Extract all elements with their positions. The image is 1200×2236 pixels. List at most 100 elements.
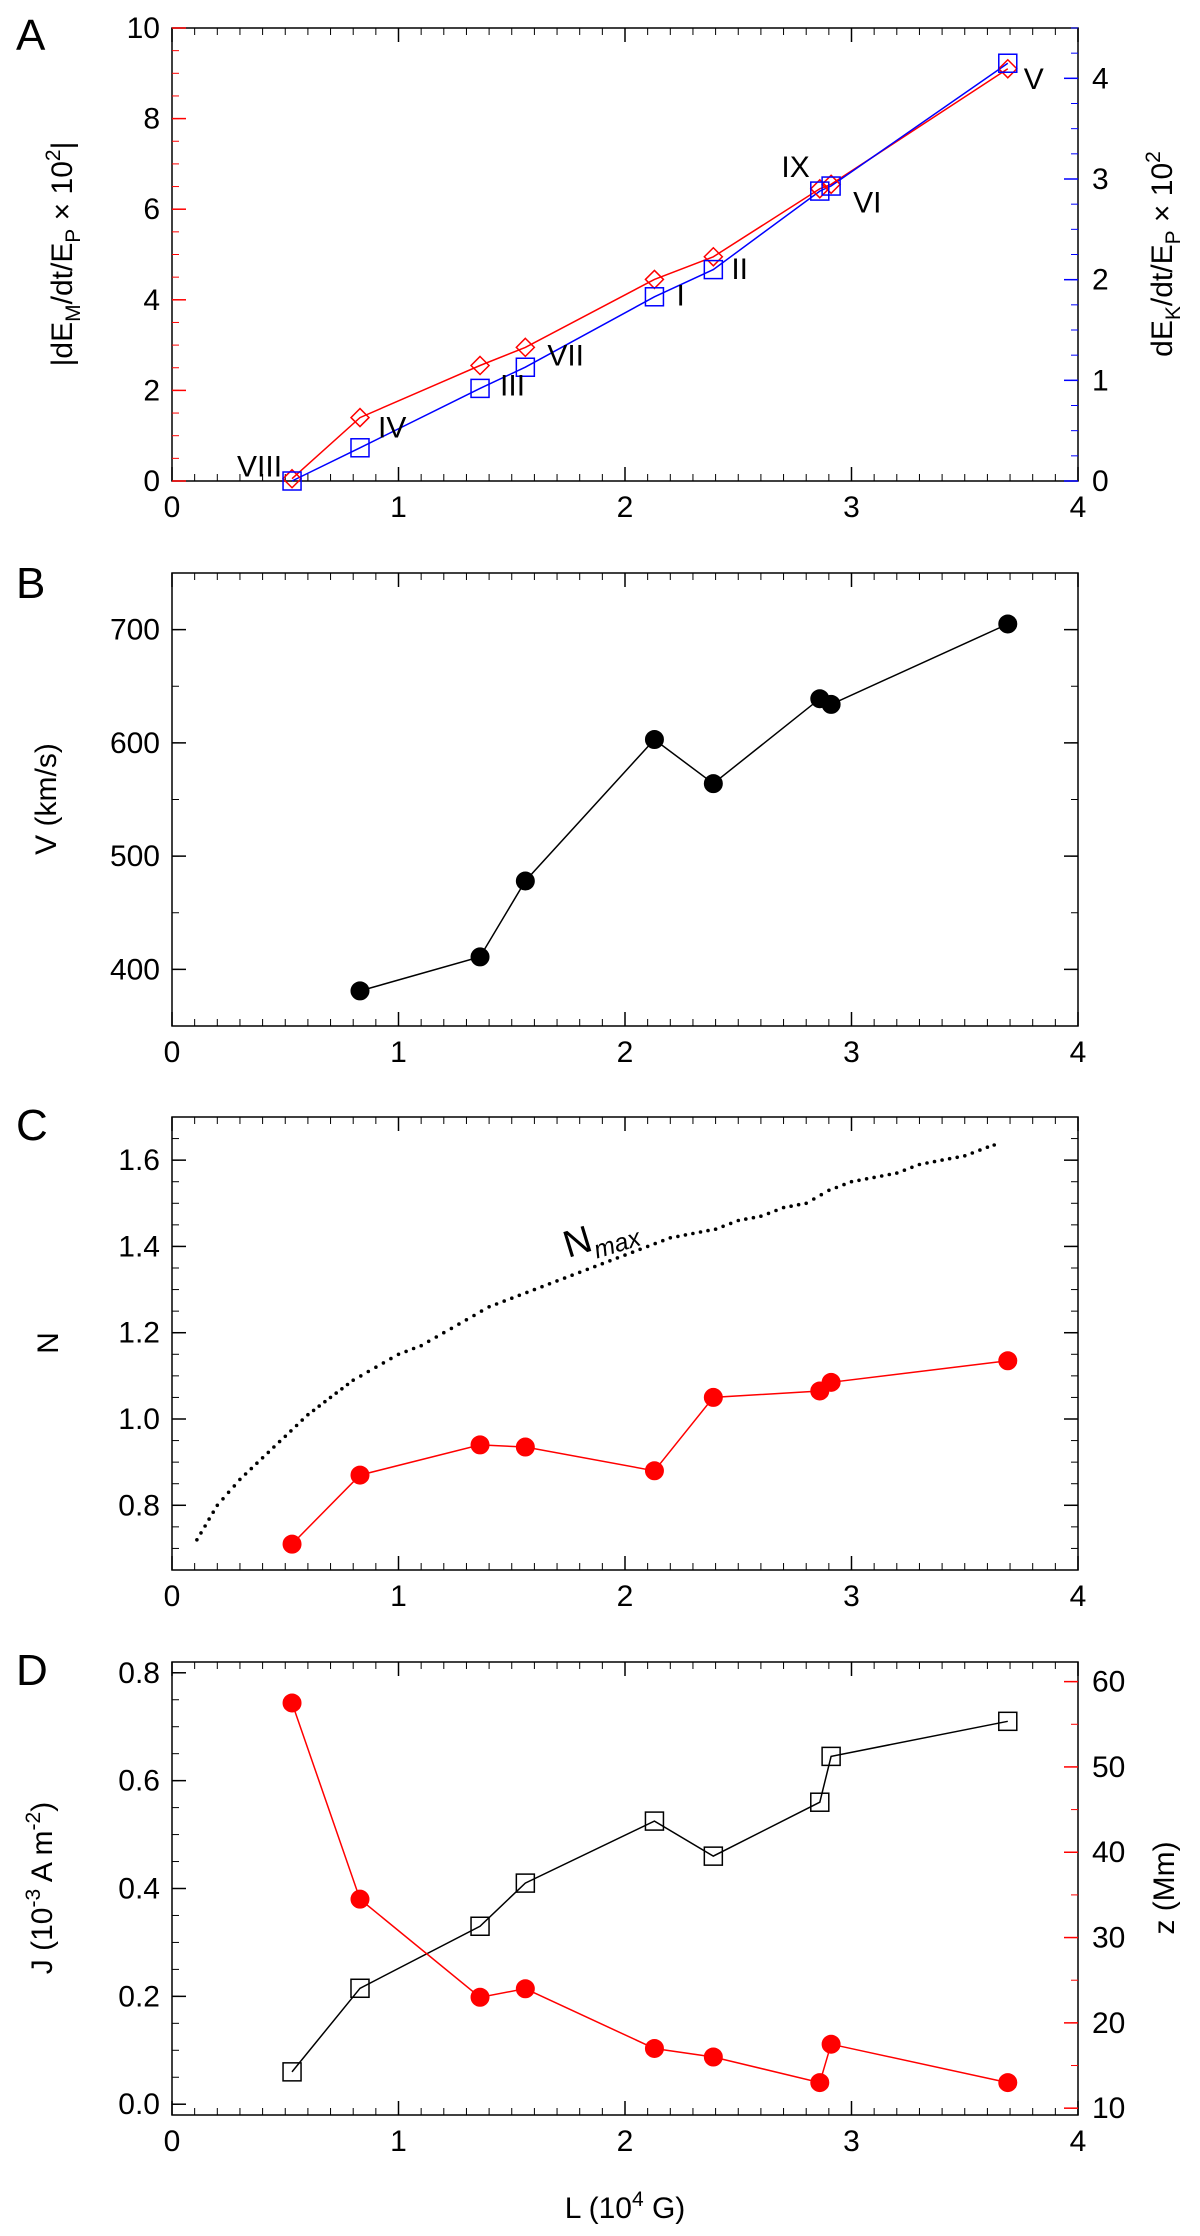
nmax-dot [819,1192,824,1197]
point-label: VII [547,339,584,372]
panel-b-series-markers [350,614,1018,1001]
nmax-dot [585,1267,590,1272]
nmax-dot [615,1256,620,1260]
x-tick-label: 4 [1070,2125,1087,2158]
nmax-dot [215,1503,220,1508]
x-tick-label: 0 [164,1036,181,1069]
nmax-dot [442,1330,446,1335]
j-point [282,2062,302,2082]
x-tick-label: 0 [164,1580,181,1613]
v-point [350,981,370,1001]
nmax-dot [389,1356,393,1361]
y-tick-label: 3 [1092,163,1109,196]
nmax-dot [419,1343,424,1348]
j-point [644,1811,665,1831]
y-tick-label: 500 [110,840,160,873]
panel-b-y-axis-title: V (km/s) [30,743,63,855]
x-tick-label: 3 [843,491,860,524]
nmax-dot [713,1227,718,1231]
nmax-dot [328,1395,333,1400]
nmax-dot [479,1309,484,1313]
z-point [515,1979,535,1999]
panel-c: C 0 1 2 3 40.81.01.21.41.6 N Nmax [16,1101,1086,1613]
nmax-dot [260,1456,265,1460]
z-point [470,1987,490,2007]
panel-a-series-markers [281,53,1018,491]
y-tick-label: 600 [110,727,160,760]
y-tick-label: 0.6 [118,1765,160,1798]
panel-a-left-axis-title: |dEM/dt/EP × 102| [42,142,85,367]
dek-point [821,176,841,196]
nmax-dot [902,1168,907,1172]
nmax-dot [849,1179,854,1184]
j-point [998,1711,1018,1732]
nmax-dot [359,1374,363,1378]
nmax-dot [774,1208,778,1213]
point-label: V [1024,63,1044,96]
nmax-dot [195,1538,199,1542]
nmax-dot [294,1423,299,1428]
panel-letter-d: D [16,1646,48,1695]
nmax-dot [600,1261,605,1266]
y-tick-label: 1.2 [118,1317,160,1350]
z-point [350,1889,370,1909]
j-point [515,1873,536,1893]
nmax-dot [683,1233,688,1237]
panel-c-nmax-dots [195,1143,996,1542]
nmax-dot [226,1490,231,1495]
dek-point [998,53,1018,73]
nmax-dot [744,1217,748,1221]
dek-point [703,259,724,280]
panel-d-ticks: 0 1 2 3 4 0.0 0.2 0.4 0.6 0.8 10 20 30 40 50 60 [118,1657,1125,2158]
nmax-dot [221,1497,225,1501]
x-tick-label: 0 [164,491,181,524]
point-label: VIII [237,451,282,484]
nmax-dot [411,1346,416,1351]
y-tick-label: 0 [143,465,160,498]
panel-b-ticks: 0 1 2 3 4 400 500 600 700 [110,572,1086,1069]
dem-point [809,178,830,199]
nmax-dot [653,1241,657,1246]
y-tick-label: 0.0 [118,2088,160,2121]
dem-point [469,355,491,376]
n-point [644,1461,664,1481]
v-point [703,774,723,794]
panel-letter-c: C [16,1101,48,1150]
nmax-dot [577,1270,582,1275]
nmax-dot [289,1429,293,1433]
v-point [821,694,841,714]
panel-letter-b: B [16,559,45,608]
nmax-dot [985,1145,990,1149]
nmax-dot [608,1259,612,1263]
v-point [470,947,490,967]
nmax-dot [978,1148,982,1152]
nmax-dot [804,1201,808,1206]
y-tick-label: 1.6 [118,1144,160,1177]
dek-point [282,471,302,491]
point-label: IX [781,151,809,184]
x-tick-label: 2 [617,491,634,524]
nmax-dot [525,1290,529,1295]
nmax-dot [266,1450,271,1455]
nmax-dot [249,1466,254,1471]
y-tick-label: 2 [143,374,160,407]
nmax-dot [317,1404,322,1408]
x-tick-label: 2 [617,2125,634,2158]
x-tick-label: 3 [843,1036,860,1069]
nmax-dot [593,1264,597,1269]
point-label: IV [378,412,406,445]
nmax-dot [334,1391,339,1395]
y-tick-label: 4 [143,284,160,317]
nmax-dot [457,1322,461,1326]
z-point [821,2034,841,2054]
y-tick-label: 40 [1092,1836,1125,1869]
nmax-dot [691,1231,695,1236]
x-tick-label: 0 [164,2125,181,2158]
y-tick-label: 0.2 [118,1980,160,2013]
nmax-dot [434,1335,439,1339]
nmax-dot [472,1313,476,1318]
nmax-dot [374,1365,378,1369]
panel-d: D 0 1 2 3 4 0.0 0.2 0.4 0.6 0.8 10 20 30 40 50 60 J (10… [16,1646,1181,2225]
